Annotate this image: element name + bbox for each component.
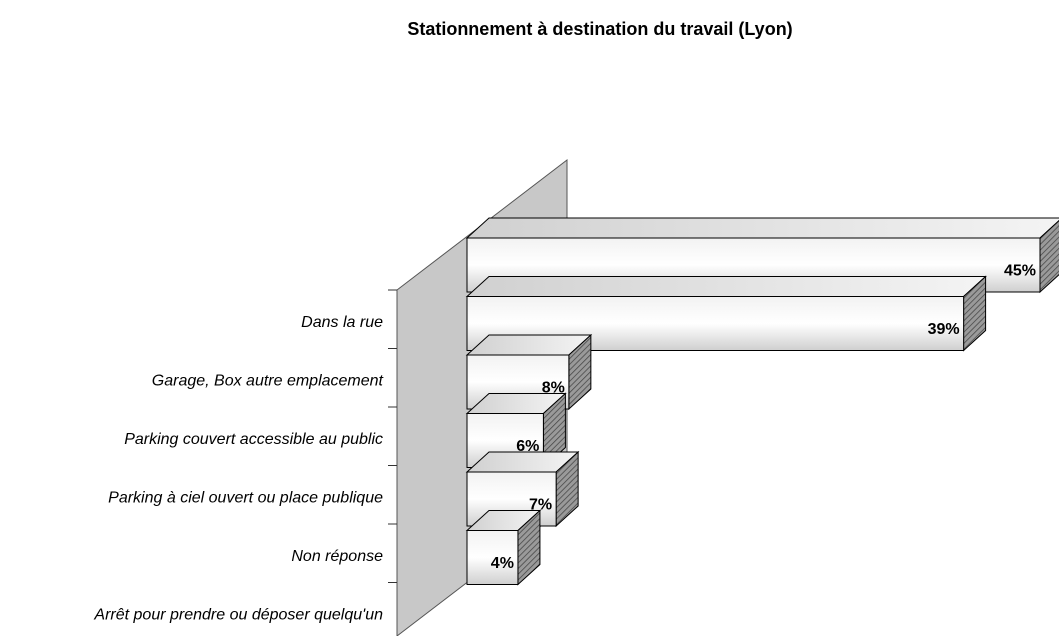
category-label: Dans la rue	[301, 314, 383, 331]
chart-title: Stationnement à destination du travail (…	[407, 19, 792, 39]
value-label: 8%	[542, 380, 565, 397]
category-label: Garage, Box autre emplacement	[152, 373, 384, 390]
value-label: 4%	[491, 555, 514, 572]
value-label: 45%	[1004, 263, 1036, 280]
category-label: Parking à ciel ouvert ou place publique	[108, 490, 383, 507]
value-label: 6%	[516, 438, 539, 455]
category-label: Parking couvert accessible au public	[124, 431, 383, 448]
value-label: 39%	[928, 321, 960, 338]
category-label: Arrêt pour prendre ou déposer quelqu'un	[93, 607, 383, 624]
value-label: 7%	[529, 497, 552, 514]
category-label: Non réponse	[291, 548, 383, 565]
bar-top	[465, 217, 1059, 239]
bar	[466, 530, 519, 585]
bar-top	[465, 276, 987, 297]
